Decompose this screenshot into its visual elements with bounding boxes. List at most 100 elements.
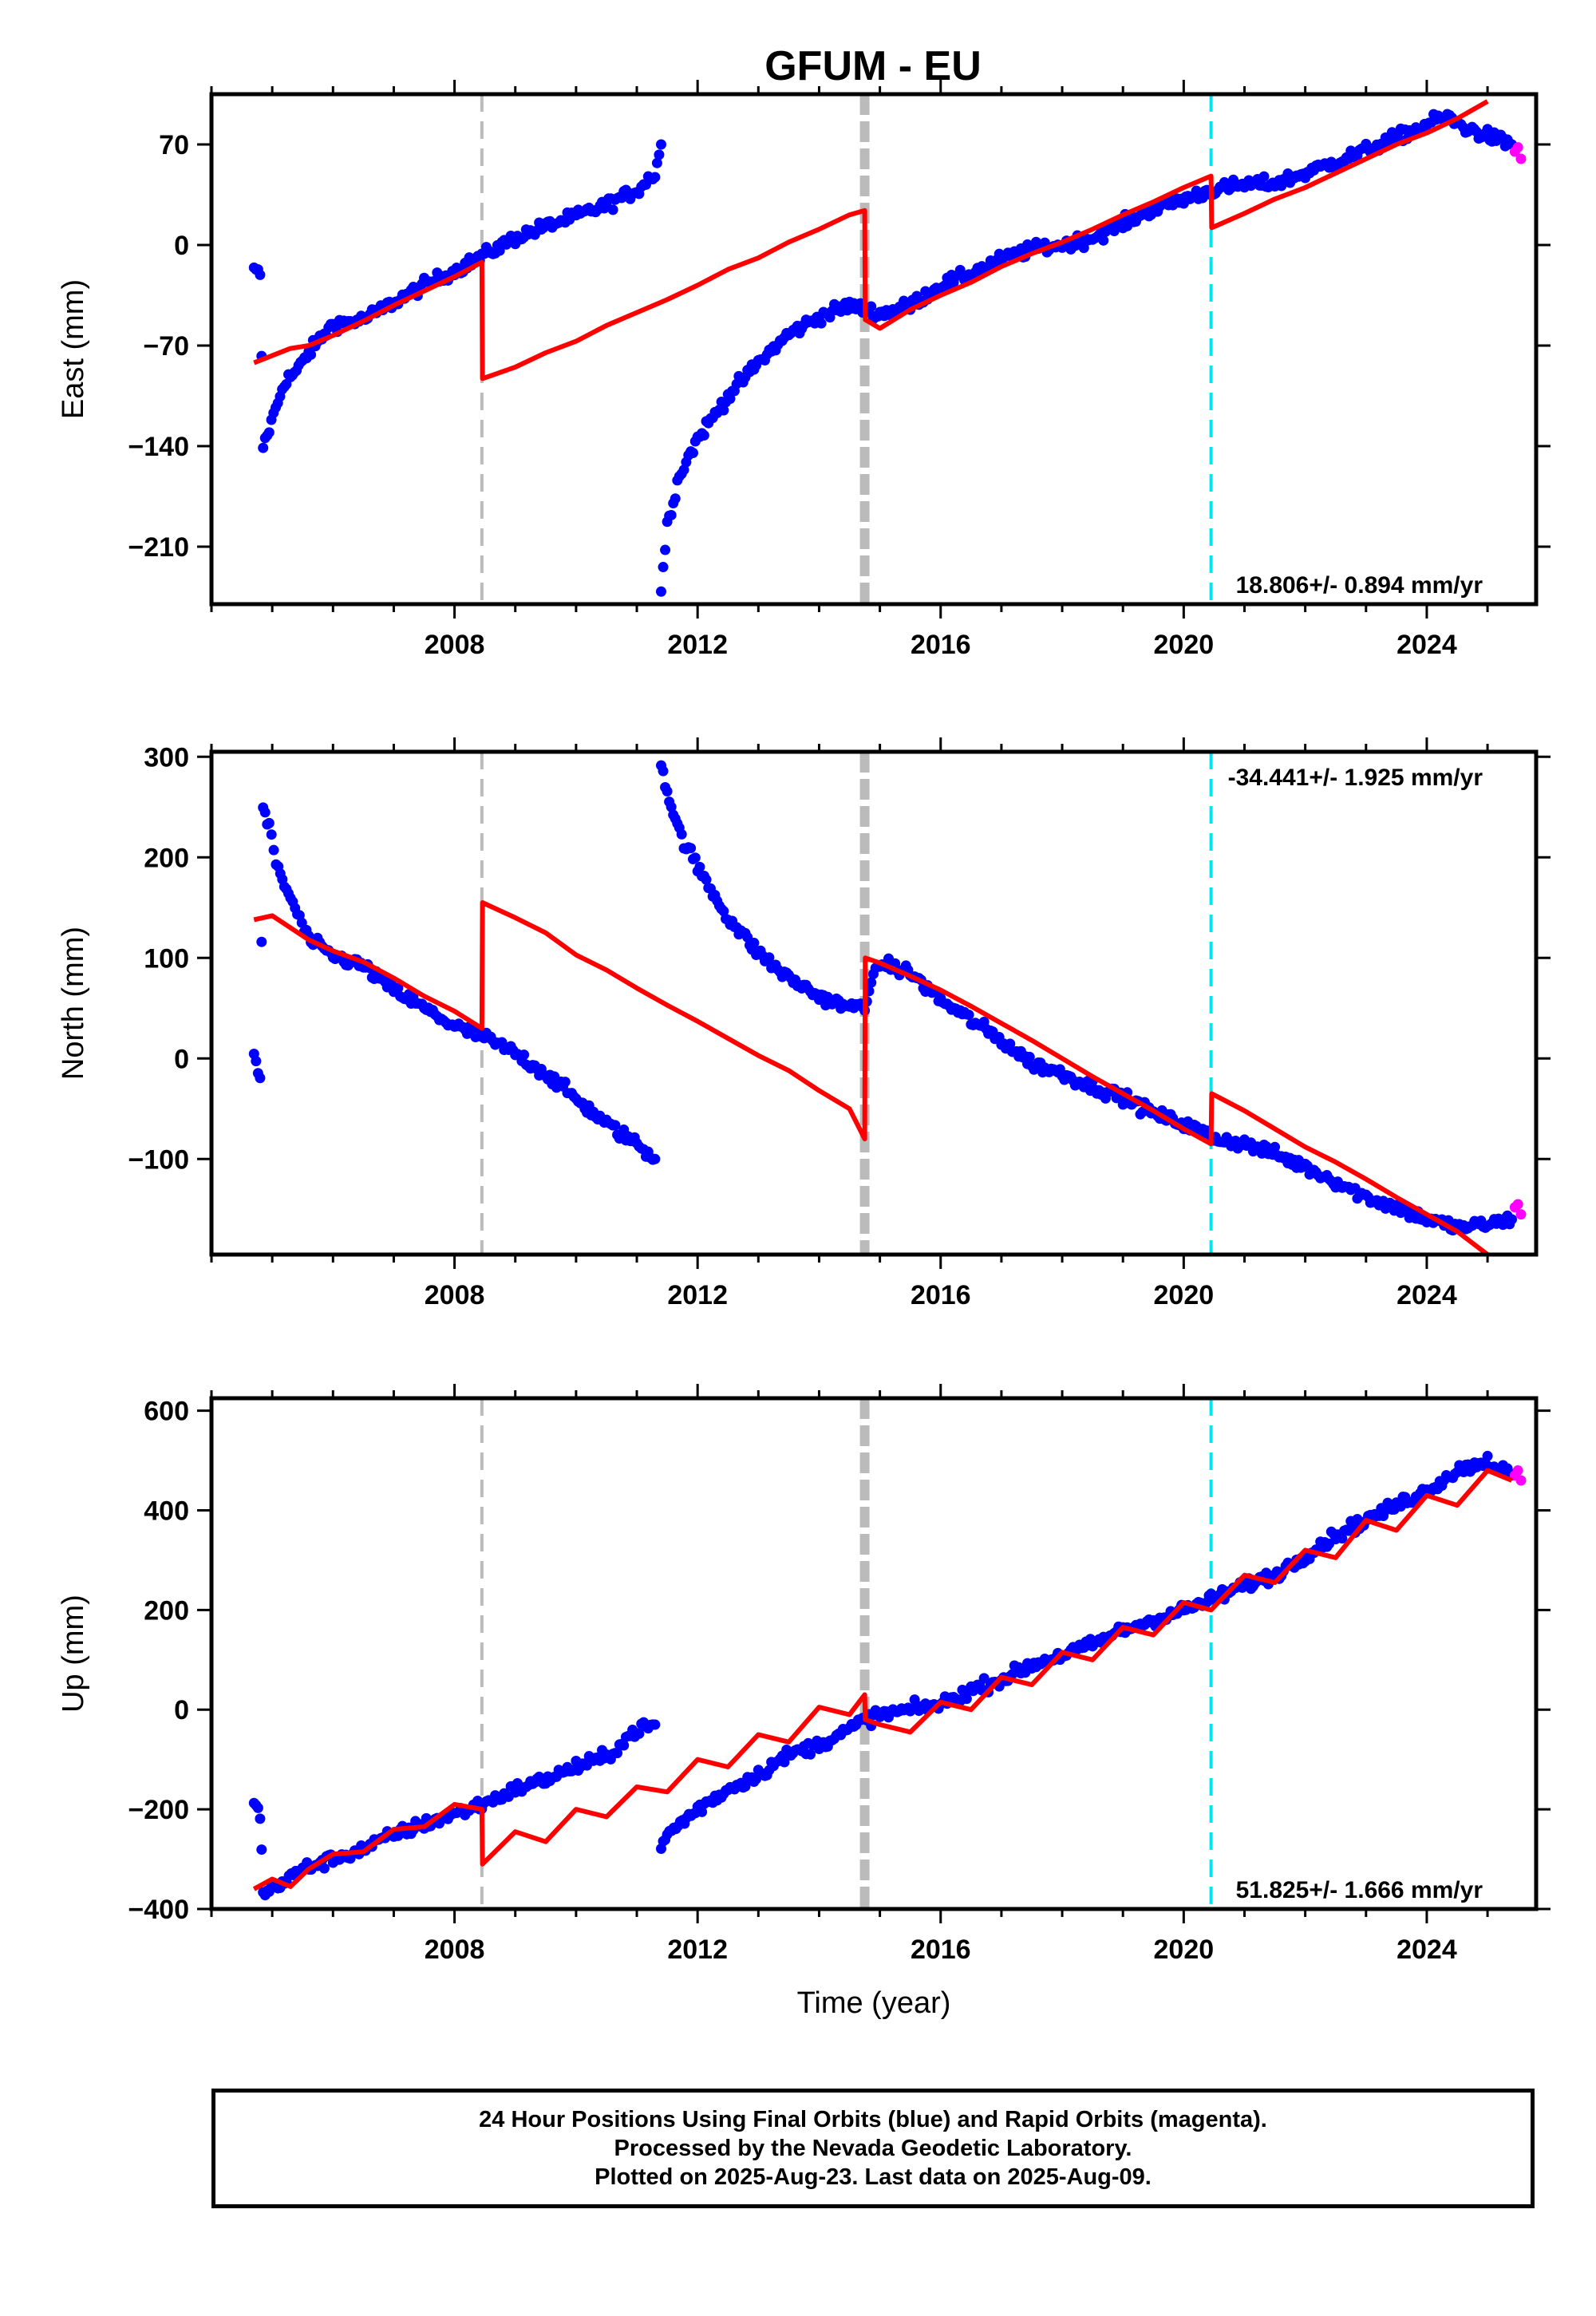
final-orbit-point <box>612 1748 623 1759</box>
final-orbits-series <box>248 109 1518 597</box>
final-orbit-point <box>658 765 669 777</box>
model-fit-line <box>252 1468 1513 1891</box>
plot-area <box>248 1398 1527 1909</box>
model-fit-line <box>253 99 1489 381</box>
final-orbit-point <box>687 447 698 458</box>
final-orbit-point <box>1482 1450 1493 1461</box>
y-tick-label: 100 <box>144 943 189 974</box>
final-orbit-point <box>805 1749 816 1760</box>
final-orbit-point <box>701 874 712 885</box>
y-tick-label: 200 <box>144 843 189 873</box>
rapid-orbits-series <box>1509 1199 1527 1220</box>
final-orbit-point <box>1005 1038 1016 1049</box>
final-orbit-point <box>689 852 701 864</box>
rapid-orbit-point <box>1515 153 1527 164</box>
final-orbit-point <box>676 828 687 840</box>
panel-frame <box>209 92 1539 607</box>
y-tick-label: −400 <box>128 1895 189 1925</box>
plot-area <box>248 94 1527 604</box>
y-tick-label: 70 <box>159 130 189 160</box>
final-orbit-point <box>650 172 661 183</box>
final-orbit-point <box>816 318 827 329</box>
final-orbit-point <box>255 1813 266 1824</box>
panel-frame <box>209 749 1539 1257</box>
x-tick-label: 2020 <box>1154 630 1215 660</box>
final-orbit-point <box>685 843 697 854</box>
final-orbit-point <box>1078 243 1089 254</box>
final-orbit-point <box>634 1728 645 1739</box>
x-tick-label: 2024 <box>1396 1935 1457 1965</box>
y-axis-label: North (mm) <box>57 927 90 1080</box>
final-orbit-point <box>258 442 269 453</box>
y-tick-label: 400 <box>144 1496 189 1526</box>
x-tick-label: 2020 <box>1154 1935 1215 1965</box>
model-fit-line <box>253 900 1489 1255</box>
rate-label: 18.806+/- 0.894 mm/yr <box>1236 572 1483 599</box>
rapid-orbits-series <box>1509 142 1527 164</box>
x-tick-label: 2016 <box>911 1280 971 1310</box>
final-orbit-point <box>662 786 673 797</box>
final-orbit-point <box>963 1010 974 1021</box>
plot-area <box>248 752 1527 1255</box>
y-tick-label: −100 <box>128 1144 189 1175</box>
final-orbit-point <box>607 204 618 215</box>
final-orbit-point <box>658 562 669 573</box>
x-tick-label: 2016 <box>911 1935 971 1965</box>
final-orbit-point <box>961 1694 972 1705</box>
final-orbit-point <box>660 544 671 555</box>
y-axis-label: Up (mm) <box>57 1595 90 1713</box>
final-orbit-point <box>866 977 877 988</box>
footer-line-2: Processed by the Nevada Geodetic Laborat… <box>614 2136 1132 2161</box>
rapid-orbit-point <box>1512 1199 1523 1210</box>
final-orbit-point <box>650 1153 661 1164</box>
final-orbit-point <box>1258 171 1270 182</box>
final-orbit-point <box>268 844 279 856</box>
final-orbit-point <box>655 139 666 150</box>
final-orbit-point <box>740 1780 751 1792</box>
rapid-orbit-point <box>1512 142 1523 153</box>
final-orbit-point <box>393 982 404 994</box>
final-orbit-point <box>306 349 317 360</box>
final-orbit-point <box>749 938 760 949</box>
chart-title: GFUM - EU <box>764 43 982 89</box>
panel-1: 2008 2012 2016 2020 2024 −210 −140 −70 0 70 East (… <box>57 80 1551 660</box>
final-orbit-point <box>670 493 681 504</box>
y-tick-label: 0 <box>174 1044 189 1074</box>
x-tick-label: 2012 <box>667 630 728 660</box>
final-orbit-point <box>654 149 665 160</box>
final-orbit-point <box>610 1120 621 1131</box>
final-orbit-point <box>1270 1141 1281 1152</box>
final-orbit-point <box>779 1757 790 1768</box>
final-orbit-point <box>651 157 662 168</box>
final-orbit-point <box>263 427 275 438</box>
final-orbit-point <box>256 936 267 947</box>
final-orbit-point <box>694 861 705 872</box>
final-orbits-series <box>248 760 1518 1236</box>
x-tick-label: 2008 <box>425 1280 485 1310</box>
final-orbit-point <box>252 1802 263 1813</box>
final-orbit-point <box>559 1077 571 1088</box>
y-axis-label: East (mm) <box>57 279 90 419</box>
rate-label: -34.441+/- 1.925 mm/yr <box>1228 765 1483 791</box>
x-tick-label: 2008 <box>425 1935 485 1965</box>
rapid-orbit-point <box>1515 1209 1527 1220</box>
final-orbit-point <box>255 269 266 280</box>
final-orbit-point <box>725 393 736 405</box>
footer-box: 24 Hour Positions Using Final Orbits (bl… <box>211 2089 1535 2208</box>
final-orbit-point <box>764 952 775 963</box>
x-tick-label: 2020 <box>1154 1280 1215 1310</box>
final-orbits-series <box>248 1450 1518 1901</box>
rate-label: 51.825+/- 1.666 mm/yr <box>1236 1877 1483 1903</box>
final-orbit-point <box>1098 235 1109 246</box>
y-tick-label: 300 <box>144 742 189 773</box>
final-orbit-point <box>650 1719 661 1730</box>
final-orbit-point <box>255 1073 266 1084</box>
y-tick-label: −200 <box>128 1795 189 1825</box>
x-tick-label: 2012 <box>667 1935 728 1965</box>
panel-2: 2008 2012 2016 2020 2024 −100 0 100 200 300 North … <box>57 737 1551 1310</box>
x-tick-label: 2024 <box>1396 1280 1457 1310</box>
final-orbit-point <box>618 1740 630 1751</box>
y-tick-label: −70 <box>143 331 189 362</box>
y-tick-label: −140 <box>128 432 189 462</box>
